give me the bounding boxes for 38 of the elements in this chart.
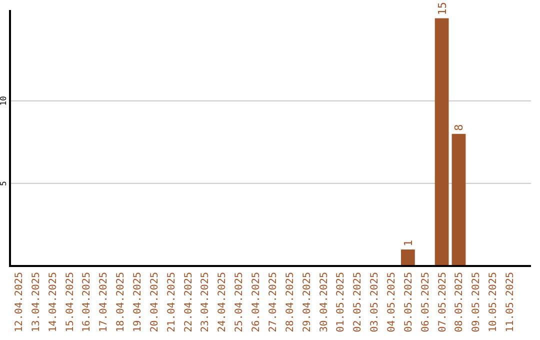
x-tick-label: 29.04.2025 — [302, 272, 313, 332]
x-tick-label: 14.04.2025 — [48, 272, 59, 332]
x-tick-label: 18.04.2025 — [116, 272, 127, 332]
data-label: 8 — [452, 124, 466, 131]
y-tick-label: 10 — [0, 96, 8, 106]
x-tick-label: 05.05.2025 — [403, 272, 414, 332]
bar — [452, 134, 466, 266]
x-tick-label: 02.05.2025 — [352, 272, 364, 332]
data-label: 1 — [402, 240, 415, 246]
x-tick-label: 10.05.2025 — [488, 272, 500, 332]
x-tick-label: 20.04.2025 — [149, 272, 160, 332]
data-label: 15 — [436, 2, 449, 16]
x-tick-label: 22.04.2025 — [183, 272, 194, 332]
x-tick-label: 03.05.2025 — [370, 272, 381, 332]
x-tick-label: 01.05.2025 — [336, 272, 347, 332]
x-tick-label: 15.04.2025 — [64, 272, 76, 332]
y-tick-label: 5 — [0, 180, 8, 186]
x-tick-label: 11.05.2025 — [505, 272, 516, 332]
x-tick-label: 16.04.2025 — [82, 272, 93, 332]
bar — [400, 249, 415, 266]
x-tick-label: 25.04.2025 — [234, 272, 246, 332]
x-tick-label: 27.04.2025 — [268, 272, 279, 332]
x-tick-label: 07.05.2025 — [437, 272, 448, 332]
x-tick-label: 17.04.2025 — [98, 272, 110, 332]
x-tick-label: 09.05.2025 — [471, 272, 482, 332]
x-tick-label: 23.04.2025 — [200, 272, 212, 332]
x-tick-label: 12.04.2025 — [14, 272, 25, 332]
x-tick-label: 28.04.2025 — [284, 272, 296, 332]
x-tick-label: 08.05.2025 — [454, 272, 466, 332]
x-tick-label: 26.04.2025 — [251, 272, 262, 332]
x-tick-label: 04.05.2025 — [386, 272, 398, 332]
x-tick-label: 13.04.2025 — [30, 272, 42, 332]
x-tick-label: 06.05.2025 — [420, 272, 432, 332]
bar — [434, 18, 449, 266]
x-tick-label: 21.04.2025 — [166, 272, 178, 332]
x-tick-label: 19.04.2025 — [132, 272, 144, 332]
x-tick-label: 30.04.2025 — [318, 272, 330, 332]
x-tick-label: 24.04.2025 — [217, 272, 228, 332]
